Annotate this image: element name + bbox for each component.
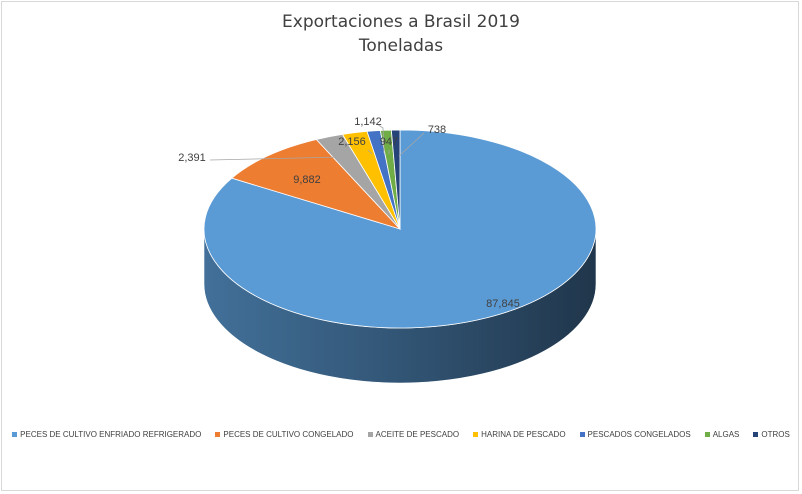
legend-item: ACEITE DE PESCADO [367,430,460,439]
legend-item: PESCADOS CONGELADOS [579,430,691,439]
pie-slice-7 [390,129,401,230]
leader-line-7 [398,132,425,157]
legend-swatch [579,432,585,437]
pie-slice-2 [230,139,402,230]
data-label-5: 1,142 [354,116,382,128]
legend-item: PECES DE CULTIVO CONGELADO [215,430,354,439]
legend-item: ALGAS [704,430,740,439]
leader-line-5 [376,123,385,154]
legend-label: ACEITE DE PESCADO [375,430,460,439]
legend-swatch [704,432,710,437]
leader-line-4 [367,149,373,155]
legend-swatch [473,432,479,437]
legend-swatch [12,432,18,437]
legend-swatch [753,432,759,437]
legend-label: OTROS [761,430,790,439]
legend-item: OTROS [753,430,790,439]
data-label-6: 947 [380,136,398,148]
data-label-7: 738 [428,124,446,136]
legend-swatch [367,432,373,437]
legend-item: HARINA DE PESCADO [473,430,566,439]
legend-swatch [215,432,221,437]
chart-title-block: Exportaciones a Brasil 2019 Toneladas [0,10,802,58]
legend-label: ALGAS [712,430,740,439]
data-label-3: 2,391 [178,152,206,164]
legend-label: PESCADOS CONGELADOS [587,430,691,439]
data-label-2: 9,882 [293,174,321,186]
legend-label: PECES DE CULTIVO ENFRIADO REFRIGERADO [20,430,202,439]
data-label-1: 87,845 [486,298,520,310]
chart-subtitle: Toneladas [358,36,444,56]
legend-item: PECES DE CULTIVO ENFRIADO REFRIGERADO [12,430,201,439]
data-label-4: 2,156 [338,136,366,148]
chart-legend: PECES DE CULTIVO ENFRIADO REFRIGERADO PEC… [0,430,802,439]
legend-label: HARINA DE PESCADO [481,430,566,439]
leader-line-3 [209,156,345,161]
chart-title: Exportaciones a Brasil 2019 [282,12,520,32]
legend-label: PECES DE CULTIVO CONGELADO [223,430,354,439]
